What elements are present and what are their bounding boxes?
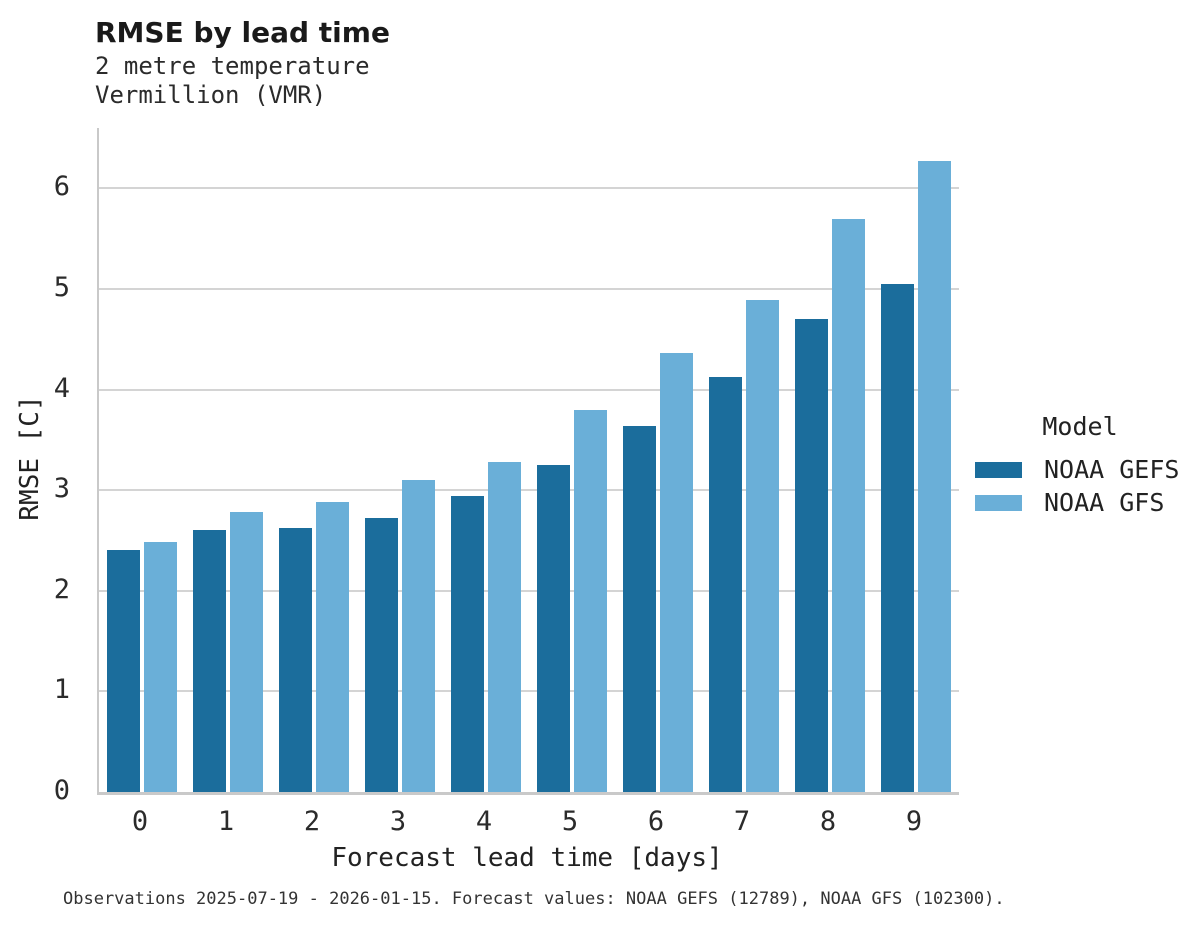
bar-noaa-gefs-lead-4 xyxy=(451,496,484,792)
legend-title: Model xyxy=(1042,412,1118,441)
legend-entries: NOAA GEFS NOAA GFS xyxy=(975,453,1185,519)
bar-noaa-gfs-lead-3 xyxy=(402,480,435,792)
x-tick-label-6: 6 xyxy=(647,806,665,837)
x-tick-label-2: 2 xyxy=(303,806,321,837)
gridline-y3 xyxy=(99,489,959,492)
footer-caption: Observations 2025-07-19 - 2026-01-15. Fo… xyxy=(63,889,1005,909)
bar-noaa-gfs-lead-8 xyxy=(832,218,865,792)
legend-label: NOAA GEFS xyxy=(1044,455,1180,484)
bar-noaa-gfs-lead-4 xyxy=(488,462,521,792)
bar-noaa-gefs-lead-0 xyxy=(107,549,140,792)
gridline-y6 xyxy=(99,187,959,190)
bar-noaa-gefs-lead-3 xyxy=(365,518,398,792)
bar-noaa-gfs-lead-0 xyxy=(144,541,177,792)
x-tick-label-1: 1 xyxy=(217,806,235,837)
bar-noaa-gfs-lead-9 xyxy=(918,161,951,792)
y-tick-label-5: 5 xyxy=(53,271,70,303)
chart-title: RMSE by lead time xyxy=(95,16,390,49)
y-tick-label-0: 0 xyxy=(53,775,70,806)
x-tick-label-5: 5 xyxy=(561,806,579,837)
y-tick-label-1: 1 xyxy=(53,674,70,706)
chart-subtitle: 2 metre temperature Vermillion (VMR) xyxy=(95,52,370,110)
gridline-y1 xyxy=(99,690,959,693)
legend: Model NOAA GEFS NOAA GFS xyxy=(975,412,1185,519)
y-tick-label-4: 4 xyxy=(53,372,70,404)
bar-noaa-gfs-lead-6 xyxy=(660,353,693,792)
y-tick-label-6: 6 xyxy=(53,171,70,203)
bar-noaa-gfs-lead-2 xyxy=(316,502,349,792)
x-tick-label-9: 9 xyxy=(905,806,923,837)
gridline-y5 xyxy=(99,287,959,290)
bar-noaa-gfs-lead-5 xyxy=(574,409,607,792)
gridline-y4 xyxy=(99,388,959,391)
legend-entry-noaa-gefs: NOAA GEFS xyxy=(975,453,1185,486)
legend-label: NOAA GFS xyxy=(1044,488,1165,517)
gridline-y2 xyxy=(99,589,959,592)
plot-area xyxy=(97,128,959,795)
legend-swatch-noaa-gfs xyxy=(975,494,1022,511)
y-tick-label-3: 3 xyxy=(53,473,70,505)
x-tick-label-7: 7 xyxy=(733,806,751,837)
subtitle-station: Vermillion (VMR) xyxy=(95,81,327,109)
bar-noaa-gefs-lead-9 xyxy=(881,283,914,792)
bar-noaa-gefs-lead-6 xyxy=(623,425,656,792)
x-tick-label-8: 8 xyxy=(819,806,837,837)
x-tick-label-3: 3 xyxy=(389,806,407,837)
legend-entry-noaa-gfs: NOAA GFS xyxy=(975,486,1185,519)
subtitle-variable: 2 metre temperature xyxy=(95,52,370,80)
y-tick-label-2: 2 xyxy=(53,573,70,605)
x-axis-label: Forecast lead time [days] xyxy=(331,843,723,873)
legend-swatch-noaa-gefs xyxy=(975,461,1022,478)
bar-noaa-gefs-lead-5 xyxy=(537,465,570,792)
bar-noaa-gfs-lead-7 xyxy=(746,300,779,792)
bar-noaa-gfs-lead-1 xyxy=(230,512,263,792)
bar-noaa-gefs-lead-8 xyxy=(795,319,828,792)
bar-noaa-gefs-lead-7 xyxy=(709,376,742,792)
x-tick-label-0: 0 xyxy=(131,806,149,837)
x-tick-label-4: 4 xyxy=(475,806,493,837)
bar-noaa-gefs-lead-1 xyxy=(193,530,226,792)
bar-noaa-gefs-lead-2 xyxy=(279,528,312,792)
